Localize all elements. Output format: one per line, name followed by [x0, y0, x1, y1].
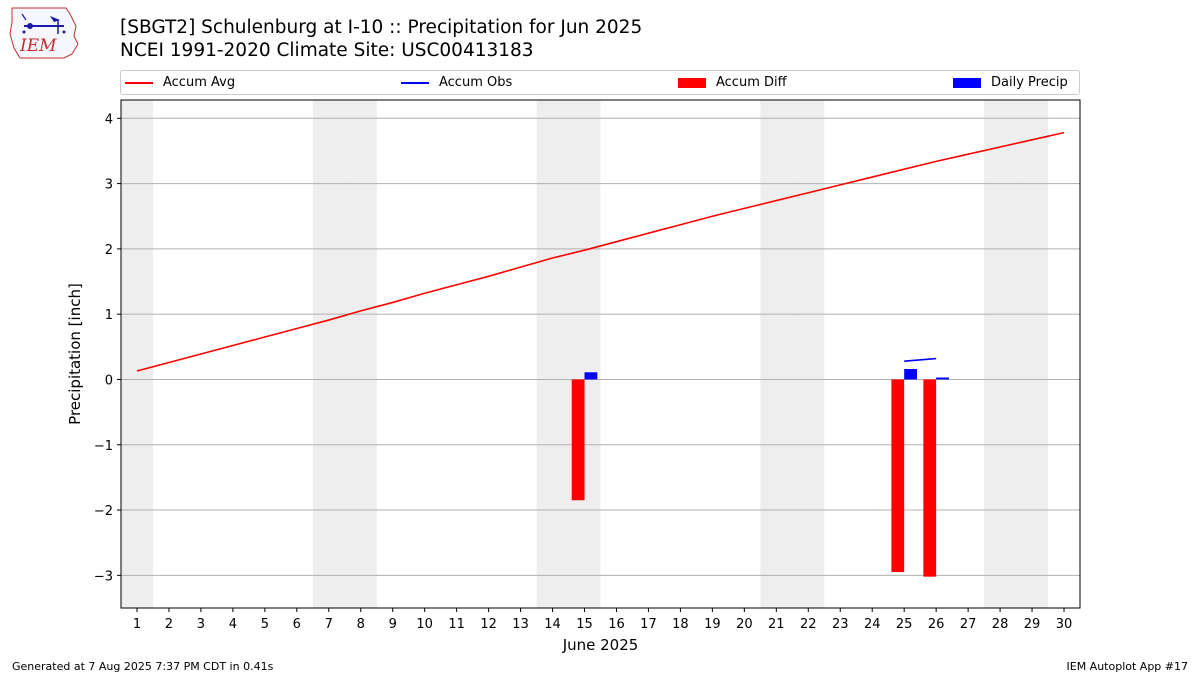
- x-axis-label: June 2025: [562, 636, 639, 654]
- weekend-band-day-29: [1016, 100, 1049, 608]
- x-tick-label-29: 29: [1024, 617, 1041, 632]
- x-tick-label-6: 6: [293, 617, 301, 632]
- legend-label-accum-avg: Accum Avg: [163, 75, 236, 90]
- x-tick-label-14: 14: [544, 617, 561, 632]
- x-tick-label-27: 27: [960, 617, 977, 632]
- bars-layer: [571, 369, 949, 577]
- x-tick-label-21: 21: [768, 617, 785, 632]
- chart-title: [SBGT2] Schulenburg at I-10 :: Precipita…: [120, 17, 643, 38]
- x-tick-label-28: 28: [992, 617, 1009, 632]
- y-tick-label-3: 3: [105, 178, 113, 193]
- accum-avg-line: [136, 131, 1065, 372]
- x-tick-label-22: 22: [800, 617, 817, 632]
- x-tick-label-15: 15: [576, 617, 593, 632]
- x-tick-label-2: 2: [165, 617, 173, 632]
- x-tick-label-17: 17: [640, 617, 657, 632]
- weekend-band-day-1: [121, 100, 153, 608]
- weekend-band-day-21: [760, 100, 793, 608]
- x-tick-label-13: 13: [512, 617, 529, 632]
- x-tick-label-1: 1: [133, 617, 141, 632]
- legend-item-accum-obs: Accum Obs: [401, 71, 512, 94]
- chart-subtitle: NCEI 1991-2020 Climate Site: USC00413183: [120, 40, 534, 61]
- x-tick-label-5: 5: [261, 617, 269, 632]
- accum-diff-bar-day-15: [571, 379, 585, 501]
- weekend-band-day-28: [984, 100, 1017, 608]
- x-tick-label-18: 18: [672, 617, 689, 632]
- x-axis-ticks: 1 2 3 4 5 6 7 8 9 10 11 12 13 14 15 16 17 18 19 20 21 22 23 24 2…: [133, 608, 1072, 632]
- weekend-band-day-8: [344, 100, 377, 608]
- y-tick-label-2: 2: [105, 243, 113, 258]
- legend-item-daily-precip: Daily Precip: [953, 71, 1068, 94]
- legend-swatch-daily-precip: [953, 77, 981, 88]
- legend-label-accum-diff: Accum Diff: [716, 75, 787, 90]
- iem-logo-icon: IEM: [9, 7, 79, 59]
- x-tick-label-20: 20: [736, 617, 753, 632]
- legend-swatch-accum-diff: [678, 77, 706, 88]
- legend-item-accum-avg: Accum Avg: [125, 71, 235, 94]
- y-tick-label--3: −3: [94, 569, 113, 584]
- weekend-shading: [121, 100, 1049, 608]
- x-tick-label-8: 8: [357, 617, 365, 632]
- x-tick-label-25: 25: [896, 617, 913, 632]
- gridlines: [121, 117, 1080, 576]
- x-tick-label-16: 16: [608, 617, 625, 632]
- accum-obs-line: [904, 357, 937, 362]
- legend-label-accum-obs: Accum Obs: [439, 75, 513, 90]
- legend-swatch-accum-avg: [125, 81, 153, 84]
- x-tick-label-4: 4: [229, 617, 237, 632]
- y-tick-label-1: 1: [105, 308, 113, 323]
- weekend-band-day-7: [312, 100, 345, 608]
- y-tick-label-4: 4: [105, 112, 113, 127]
- x-tick-label-10: 10: [416, 617, 433, 632]
- y-tick-label-0: 0: [105, 373, 113, 388]
- x-tick-label-3: 3: [197, 617, 205, 632]
- x-tick-label-11: 11: [448, 617, 465, 632]
- footer-app-text: IEM Autoplot App #17: [1066, 660, 1189, 673]
- plot-frame: [120, 99, 1081, 609]
- daily-precip-bar-day-26: [936, 377, 949, 380]
- footer-generated-text: Generated at 7 Aug 2025 7:37 PM CDT in 0…: [12, 660, 274, 673]
- y-axis-label: Precipitation [inch]: [66, 283, 84, 425]
- x-tick-label-24: 24: [864, 617, 881, 632]
- legend-label-daily-precip: Daily Precip: [991, 75, 1068, 90]
- y-tick-label--2: −2: [94, 504, 113, 519]
- daily-precip-bar-day-25: [904, 369, 917, 380]
- y-tick-label--1: −1: [94, 439, 113, 454]
- x-tick-label-9: 9: [389, 617, 397, 632]
- accum-diff-bar-day-26: [923, 379, 937, 577]
- x-tick-label-19: 19: [704, 617, 721, 632]
- x-tick-label-30: 30: [1056, 617, 1073, 632]
- x-tick-label-23: 23: [832, 617, 849, 632]
- x-tick-label-7: 7: [325, 617, 333, 632]
- weekend-band-day-15: [568, 100, 601, 608]
- accum-diff-bar-day-25: [891, 379, 905, 573]
- weekend-band-day-14: [536, 100, 569, 608]
- daily-precip-bar-day-15: [584, 372, 598, 380]
- legend-item-accum-diff: Accum Diff: [678, 71, 787, 94]
- y-axis-ticks: −3 −2 −1 0 1 2 3 4: [94, 112, 121, 584]
- logo-text: IEM: [19, 36, 57, 56]
- lines-layer: [136, 131, 1065, 372]
- x-tick-label-26: 26: [928, 617, 945, 632]
- x-tick-label-12: 12: [480, 617, 497, 632]
- chart-legend: Accum Avg Accum Obs Accum Diff Daily Pre…: [120, 70, 1080, 95]
- weekend-band-day-22: [792, 100, 825, 608]
- legend-swatch-accum-obs: [401, 81, 429, 84]
